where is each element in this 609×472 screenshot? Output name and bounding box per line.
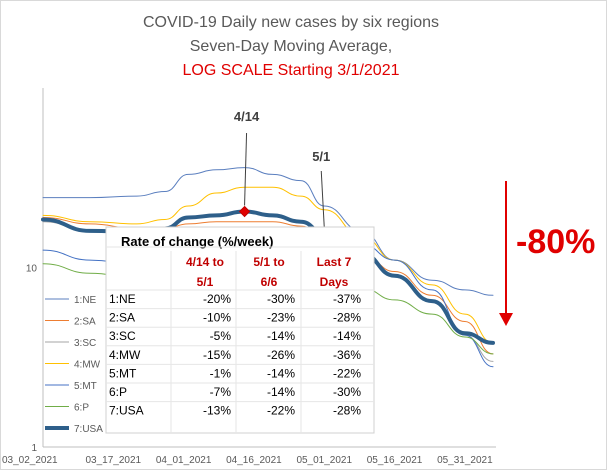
rate-table-column-header: Days <box>320 275 349 289</box>
x-tick-label: 03_02_2021 <box>2 455 58 466</box>
decline-arrow-head <box>499 313 513 326</box>
annotation-layer: 4/14 5/1 <box>234 109 330 228</box>
rate-table-row-name: 4:MW <box>109 348 141 362</box>
legend-entry-label: 3:SC <box>74 338 96 349</box>
annotation-label: 5/1 <box>312 149 330 164</box>
rate-table-row-name: 7:USA <box>109 404 144 418</box>
rate-table-cell: -30% <box>333 385 361 399</box>
rate-table-row-name: 2:SA <box>109 311 135 325</box>
chart-title-line-1: COVID-19 Daily new cases by six regions <box>143 14 439 31</box>
x-tick-label: 04_16_2021 <box>226 455 282 466</box>
x-tick-label: 04_01_2021 <box>156 455 212 466</box>
y-tick-label: 1 <box>31 443 37 454</box>
legend-entry-label: 5:MT <box>74 381 97 392</box>
rate-table-cell: -22% <box>267 404 295 418</box>
x-tick-label: 05_31_2021 <box>437 455 493 466</box>
rate-table-column-header: 5/1 to <box>253 255 284 269</box>
rate-table-cell: -28% <box>333 311 361 325</box>
x-tick-label: 05_01_2021 <box>296 455 352 466</box>
legend: 1:NE 2:SA 3:SC 4:MW 5:MT 6:P 7:USA <box>45 295 103 435</box>
rate-table-column-header: Last 7 <box>317 255 352 269</box>
decline-callout-label: -80% <box>516 223 595 261</box>
rate-table-cell: -30% <box>267 292 295 306</box>
rate-table-cell: -14% <box>333 329 361 343</box>
legend-entry-label: 6:P <box>74 403 89 414</box>
legend-entry-label: 1:NE <box>74 295 97 306</box>
annotation-label: 4/14 <box>234 109 260 124</box>
rate-table-cell: -22% <box>333 366 361 380</box>
rate-table-cell: -14% <box>267 329 295 343</box>
date-marker <box>238 205 251 218</box>
rate-table-cell: -1% <box>210 366 232 380</box>
rate-table-box <box>105 226 375 434</box>
legend-entry-label: 2:SA <box>74 317 96 328</box>
rate-table-cell: -14% <box>267 385 295 399</box>
rate-table-cell: -28% <box>333 404 361 418</box>
chart-title-line-3: LOG SCALE Starting 3/1/2021 <box>182 62 399 79</box>
y-tick-layer: 10 1 <box>26 264 38 455</box>
y-tick-label: 10 <box>26 264 38 275</box>
annotation-pointer <box>320 170 325 228</box>
rate-table-row-name: 1:NE <box>109 292 136 306</box>
rate-table-column-header: 5/1 <box>197 275 214 289</box>
x-tick-label: 05_16_2021 <box>367 455 423 466</box>
rate-table-cell: -15% <box>203 348 231 362</box>
series-line-4mw <box>42 186 494 344</box>
rate-table-row-name: 6:P <box>109 385 127 399</box>
rate-table-cell: -37% <box>333 292 361 306</box>
rate-table-title: Rate of change (%/week) <box>121 234 273 249</box>
chart-title-line-2: Seven-Day Moving Average, <box>190 38 392 55</box>
rate-table-cell: -20% <box>203 292 231 306</box>
rate-table-cell: -36% <box>333 348 361 362</box>
annotation-pointer <box>244 132 248 206</box>
rate-table-cell: -10% <box>203 311 231 325</box>
x-tick-label: 03_17_2021 <box>86 455 142 466</box>
rate-table: Rate of change (%/week) 4/14 to 5/1 5/1 to 6… <box>106 234 374 433</box>
rate-table-cell: -14% <box>267 366 295 380</box>
rate-table-column-header: 6/6 <box>261 275 278 289</box>
rate-table-column-header: 4/14 to <box>186 255 224 269</box>
rate-table-row-name: 3:SC <box>109 329 136 343</box>
rate-table-cell: -26% <box>267 348 295 362</box>
x-tick-layer: 03_02_2021 03_17_2021 04_01_2021 04_16_2021… <box>2 455 493 466</box>
rate-table-cell: -7% <box>210 385 232 399</box>
rate-table-cell: -5% <box>210 329 232 343</box>
legend-entry-label: 7:USA <box>74 424 103 435</box>
rate-table-row-name: 5:MT <box>109 366 137 380</box>
rate-table-cell: -23% <box>267 311 295 325</box>
rate-table-cell: -13% <box>203 404 231 418</box>
series-line-1ne <box>42 167 494 296</box>
legend-entry-label: 4:MW <box>74 360 101 371</box>
